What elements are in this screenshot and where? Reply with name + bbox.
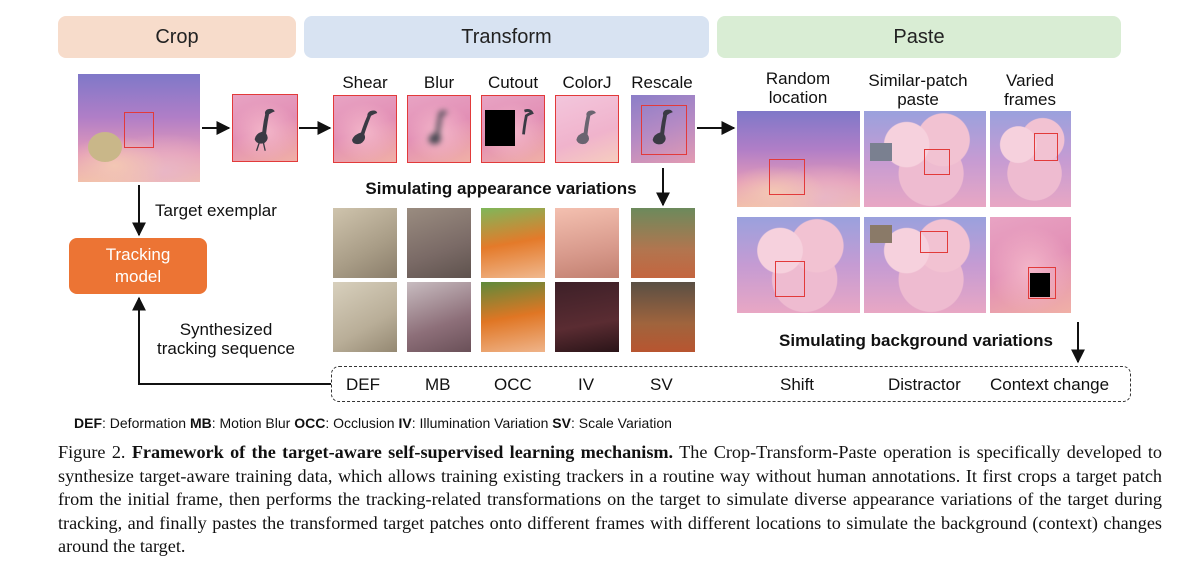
legend-text-iv: : Illumination Variation	[411, 415, 553, 431]
appearance-title: Simulating appearance variations	[365, 179, 637, 198]
occluder-patch	[1030, 273, 1050, 297]
background-title: Simulating background variations	[779, 331, 1053, 350]
target-box	[775, 261, 805, 297]
shear-image	[333, 95, 397, 163]
occluder-patch	[485, 110, 515, 146]
abbreviation-legend: DEF: Deformation MB: Motion Blur OCC: Oc…	[74, 415, 672, 431]
colorj-label: ColorJ	[562, 73, 612, 92]
seq-sv: SV	[650, 375, 673, 394]
random-location-image-2	[737, 217, 860, 313]
legend-abbr-occ: OCC	[294, 415, 326, 431]
target-box	[124, 112, 154, 148]
cutout-label: Cutout	[487, 73, 539, 92]
occ-example-2	[481, 282, 545, 352]
varied-frames-image-1	[990, 111, 1071, 207]
sv-example-1	[631, 208, 695, 278]
rescale-image	[631, 95, 695, 163]
bird-icon	[576, 110, 597, 144]
tracking-model-label: Tracking model	[105, 245, 171, 286]
caption-title: Framework of the target-aware self-super…	[131, 442, 674, 462]
blur-label: Blur	[423, 73, 455, 92]
caption-body: The Crop-Transform-Paste operation is sp…	[58, 442, 1162, 556]
seq-iv: IV	[578, 375, 595, 394]
occ-example-1	[481, 208, 545, 278]
random-location-label: Random location	[765, 69, 831, 107]
legend-text-def: : Deformation	[102, 415, 190, 431]
seq-context-change: Context change	[990, 375, 1110, 394]
seq-shift: Shift	[780, 375, 815, 394]
similar-patch-label: Similar-patch paste	[868, 71, 968, 109]
target-box	[641, 105, 687, 155]
target-box	[769, 159, 805, 195]
target-box	[1034, 133, 1058, 161]
bird-icon	[254, 108, 275, 151]
legend-text-occ: : Occlusion	[325, 415, 399, 431]
legend-text-mb: : Motion Blur	[211, 415, 295, 431]
cropped-target-image	[232, 94, 298, 162]
legend-text-sv: : Scale Variation	[570, 415, 672, 431]
def-example-2	[333, 282, 397, 352]
seq-distractor: Distractor	[888, 375, 961, 394]
mb-example-1	[407, 208, 471, 278]
colorj-image	[555, 95, 619, 163]
sequence-box	[331, 366, 1131, 402]
target-box	[924, 149, 950, 175]
target-box	[920, 231, 948, 253]
seq-def: DEF	[346, 375, 380, 394]
crop-header: Crop	[58, 16, 296, 58]
random-location-image-1	[737, 111, 860, 207]
blur-image	[407, 95, 471, 163]
figure-caption: Figure 2. Framework of the target-aware …	[58, 441, 1162, 559]
rescale-label: Rescale	[631, 73, 693, 92]
shear-label: Shear	[342, 73, 388, 92]
bird-icon	[652, 109, 673, 145]
varied-frames-image-2	[990, 217, 1071, 313]
sv-example-2	[631, 282, 695, 352]
tracking-model-box: Tracking model	[69, 238, 207, 294]
seq-mb: MB	[425, 375, 451, 394]
bird-icon	[352, 110, 378, 144]
mb-example-2	[407, 282, 471, 352]
iv-example-2	[555, 282, 619, 352]
crop-header-label: Crop	[155, 25, 199, 48]
iv-example-1	[555, 208, 619, 278]
seq-occ: OCC	[494, 375, 532, 394]
cutout-image	[481, 95, 545, 163]
similar-patch-image-2	[864, 217, 986, 313]
initial-frame-image	[78, 74, 200, 182]
transform-header: Transform	[304, 16, 709, 58]
synthesized-label: Synthesized tracking sequence	[157, 320, 295, 358]
paste-header: Paste	[717, 16, 1121, 58]
caption-prefix: Figure 2.	[58, 442, 132, 462]
similar-patch-image-1	[864, 111, 986, 207]
varied-frames-label: Varied frames	[1004, 71, 1056, 109]
bird-icon	[428, 110, 449, 144]
bird-icon	[522, 108, 535, 135]
legend-abbr-iv: IV	[398, 415, 412, 431]
paste-header-label: Paste	[893, 25, 945, 48]
legend-abbr-mb: MB	[189, 415, 212, 431]
def-example-1	[333, 208, 397, 278]
legend-abbr-sv: SV	[552, 415, 571, 431]
distractor-patch	[870, 225, 892, 243]
transform-header-label: Transform	[461, 25, 552, 48]
distractor-patch	[870, 143, 892, 161]
legend-abbr-def: DEF	[74, 415, 102, 431]
target-exemplar-label: Target exemplar	[155, 201, 277, 220]
target-box	[1028, 267, 1056, 299]
tree-shape	[88, 132, 122, 162]
